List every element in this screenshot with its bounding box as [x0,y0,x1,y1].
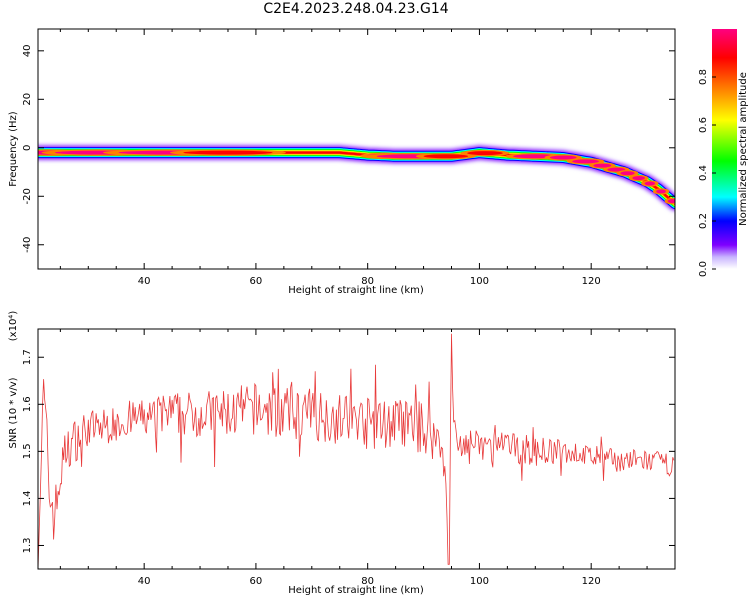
colorbar-label: Normalized spectral amplitude [738,72,749,226]
snr-x-tick-label: 40 [138,576,151,587]
colorbar-gradient [712,29,737,269]
snr-y-multiplier: (x10⁴) [8,311,19,342]
spectrogram-hotspot [467,151,503,156]
spectrogram-x-tick-label: 80 [361,276,374,287]
spectrogram-x-tick-label: 60 [250,276,263,287]
snr-frame [37,328,676,570]
snr-line-plot [38,333,675,569]
spectrogram-y-tick-label: -20 [22,188,33,204]
spectrogram-hotspot [656,189,666,194]
spectrogram-hotspot [644,181,656,186]
snr-y-axis-label: SNR (10 * v/v) [8,377,19,448]
spectrogram-y-tick-label: 40 [22,44,33,57]
spectrogram-heatmap [38,144,675,212]
spectrogram-y-axis-label: Frequency (Hz) [8,111,19,187]
spectrogram-x-tick-label: 100 [470,276,489,287]
spectrogram-y-tick-label: -40 [22,237,33,253]
spectrogram-frame [37,28,676,270]
spectrogram-hotspot [549,155,577,160]
spectrogram-y-tick-label: 0 [22,145,33,151]
spectrogram-hotspot [593,163,612,168]
chart-title: C2E4.2023.248.04.23.G14 [263,1,449,17]
snr-x-tick-label: 100 [470,576,489,587]
colorbar-tick-label: 0.4 [698,165,709,181]
snr-x-tick-label: 80 [361,576,374,587]
snr-panel: 40 60 80 100 120 1.3 1.4 1.5 1.6 1.7 Height of st… [8,311,676,596]
spectrogram-x-tick-label: 120 [582,276,601,287]
spectrogram-hotspot [667,199,675,204]
snr-series-line [38,333,675,569]
snr-y-tick-label: 1.3 [22,538,33,554]
colorbar-tick-label: 0.8 [698,69,709,85]
colorbar-tick-label: 0.6 [698,117,709,133]
colorbar-tick-label: 0.0 [698,261,709,277]
spectrogram-x-axis-label: Height of straight line (km) [288,285,424,296]
snr-y-tick-label: 1.5 [22,443,33,459]
snr-y-tick-label: 1.4 [22,490,33,506]
snr-x-tick-label: 120 [582,576,601,587]
spectrogram-hotspot [423,154,469,159]
spectrogram-hotspot [572,159,600,164]
colorbar: 0.0 0.2 0.4 0.6 0.8 Normalized spectral ampl… [698,29,749,277]
spectrogram-hotspot [620,171,635,176]
snr-y-tick-label: 1.6 [22,396,33,412]
spectrogram-y-tick-label: 20 [22,93,33,106]
spectrogram-panel: 40 60 80 100 120 -40 -20 0 20 40 Height of straig… [8,28,676,296]
snr-x-tick-label: 60 [250,576,263,587]
snr-y-tick-label: 1.7 [22,349,33,365]
spectrogram-hotspot [183,150,273,155]
snr-x-axis-label: Height of straight line (km) [288,585,424,596]
colorbar-tick-label: 0.2 [698,213,709,229]
spectrogram-x-tick-label: 40 [138,276,151,287]
spectrogram-hotspot [632,176,645,181]
spectrogram-hotspot [607,167,626,172]
